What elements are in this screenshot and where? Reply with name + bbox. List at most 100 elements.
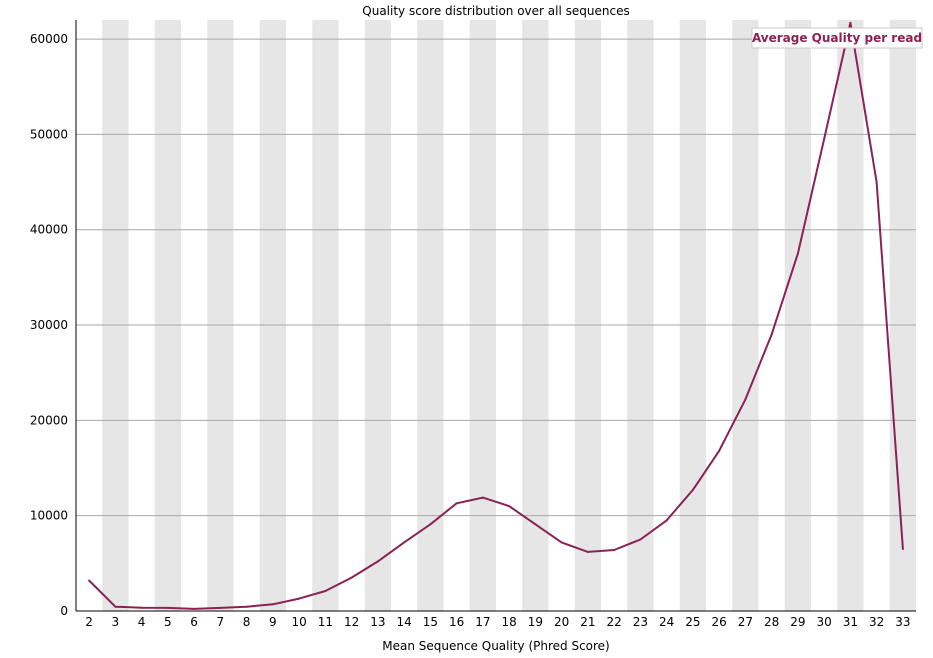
- data-point-q15: [429, 523, 432, 526]
- stripe-27: [732, 20, 759, 611]
- x-tick-label: 25: [685, 615, 700, 629]
- y-tick-label: 50000: [30, 127, 68, 141]
- stripe-7: [207, 20, 234, 611]
- x-tick-label: 12: [344, 615, 359, 629]
- data-point-q25: [691, 488, 694, 491]
- x-tick-label: 15: [423, 615, 438, 629]
- x-tick-label: 9: [269, 615, 277, 629]
- x-tick-label: 10: [291, 615, 306, 629]
- series-layer: [88, 21, 904, 610]
- stripe-15: [417, 20, 444, 611]
- data-point-q2: [88, 579, 91, 582]
- x-tick-label: 16: [449, 615, 464, 629]
- data-point-q21: [586, 550, 589, 553]
- stripe-23: [627, 20, 654, 611]
- legend-entry-average-quality: Average Quality per read: [752, 31, 922, 45]
- data-point-q12: [350, 576, 353, 579]
- x-tick-label: 5: [164, 615, 172, 629]
- x-tick-label: 20: [554, 615, 569, 629]
- data-point-q19: [534, 523, 537, 526]
- stripe-9: [259, 20, 286, 611]
- data-point-q28: [770, 333, 773, 336]
- data-point-q33: [901, 548, 904, 551]
- data-point-q8: [245, 605, 248, 608]
- stripe-3: [102, 20, 129, 611]
- x-tick-label: 4: [138, 615, 146, 629]
- data-point-q11: [324, 589, 327, 592]
- data-point-q29: [796, 252, 799, 255]
- legend: Average Quality per read: [751, 27, 923, 49]
- stripe-13: [364, 20, 391, 611]
- stripe-17: [469, 20, 496, 611]
- x-tick-label: 8: [243, 615, 251, 629]
- stripe-19: [522, 20, 549, 611]
- x-tick-label: 28: [764, 615, 779, 629]
- data-point-q14: [403, 541, 406, 544]
- stripe-5: [154, 20, 181, 611]
- data-point-q22: [613, 548, 616, 551]
- data-point-q7: [219, 606, 222, 609]
- x-tick-label: 19: [528, 615, 543, 629]
- data-point-q18: [508, 505, 511, 508]
- x-tick-label: 31: [843, 615, 858, 629]
- y-tick-label: 0: [60, 604, 68, 618]
- x-tick-label: 3: [112, 615, 120, 629]
- x-tick-label: 30: [816, 615, 831, 629]
- data-point-q26: [718, 449, 721, 452]
- x-tick-label: 29: [790, 615, 805, 629]
- data-point-q20: [560, 541, 563, 544]
- x-tick-label: 27: [738, 615, 753, 629]
- data-point-q30: [823, 138, 826, 141]
- data-point-q17: [481, 496, 484, 499]
- y-tick-label: 20000: [30, 413, 68, 427]
- x-axis-label: Mean Sequence Quality (Phred Score): [382, 639, 610, 653]
- x-tick-label: 18: [501, 615, 516, 629]
- stripe-11: [312, 20, 339, 611]
- x-tick-label: 22: [606, 615, 621, 629]
- data-point-q24: [665, 519, 668, 522]
- data-point-q4: [140, 606, 143, 609]
- legend-box: [751, 27, 923, 49]
- x-tick-label: 32: [869, 615, 884, 629]
- x-tick-label: 24: [659, 615, 674, 629]
- x-tick-label: 13: [370, 615, 385, 629]
- stripe-21: [574, 20, 601, 611]
- data-point-q13: [376, 560, 379, 563]
- x-tick-label: 23: [633, 615, 648, 629]
- x-tick-label: 6: [190, 615, 198, 629]
- axes: [75, 20, 916, 612]
- y-tick-label: 60000: [30, 32, 68, 46]
- x-tick-label: 7: [217, 615, 225, 629]
- data-point-q32: [875, 181, 878, 184]
- stripe-25: [679, 20, 706, 611]
- y-tick-labels: 0 10000 20000 30000 40000 50000 60000: [30, 32, 68, 618]
- data-point-q9: [271, 603, 274, 606]
- stripe-33: [889, 20, 916, 611]
- x-tick-label: 21: [580, 615, 595, 629]
- y-tick-label: 10000: [30, 509, 68, 523]
- x-tick-label: 2: [85, 615, 93, 629]
- stripe-29: [784, 20, 811, 611]
- x-tick-label: 33: [895, 615, 910, 629]
- stripe-31: [837, 20, 864, 611]
- x-tick-label: 14: [396, 615, 411, 629]
- data-point-q3: [114, 605, 117, 608]
- background-stripes: [102, 20, 916, 611]
- data-point-q31: [849, 21, 852, 24]
- data-point-q23: [639, 538, 642, 541]
- x-tick-label: 26: [711, 615, 726, 629]
- data-point-q27: [744, 398, 747, 401]
- data-point-q10: [298, 597, 301, 600]
- y-tick-label: 40000: [30, 223, 68, 237]
- data-point-q5: [166, 606, 169, 609]
- gridlines: [76, 38, 916, 517]
- x-tick-label: 11: [318, 615, 333, 629]
- x-tick-label: 17: [475, 615, 490, 629]
- chart-title: Quality score distribution over all sequ…: [362, 4, 629, 18]
- data-point-q16: [455, 502, 458, 505]
- x-tick-labels: 2 3 4 5 6 7 8 9 10 11 12 13 14 15 16 17 18 19 20 21 22 23 24 25…: [85, 615, 910, 629]
- series-line-average-quality: [88, 21, 904, 610]
- data-point-q6: [193, 607, 196, 610]
